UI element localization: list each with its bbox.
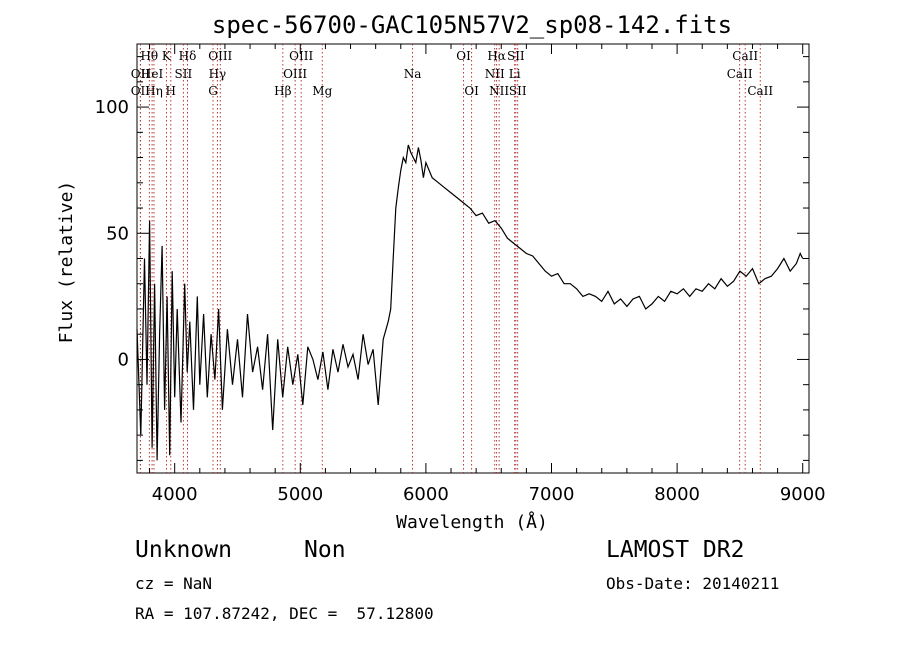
x-tick-label: 9000 <box>780 484 826 505</box>
y-axis-title: Flux (relative) <box>56 181 77 344</box>
spectral-line-label: OI <box>456 49 471 63</box>
spectral-line-label: OII <box>131 67 151 81</box>
x-tick-label: 4000 <box>152 484 198 505</box>
spectral-line-label: Na <box>404 67 422 81</box>
spectral-line-label: OIII <box>289 49 313 63</box>
spectral-line-label: H <box>166 84 176 98</box>
y-tick-label: 50 <box>106 223 129 244</box>
x-tick-label: 6000 <box>403 484 449 505</box>
spectral-line-label: NII <box>489 84 509 98</box>
y-tick-label: 0 <box>118 349 129 370</box>
spectral-line-label: CaII <box>747 84 773 98</box>
spectral-line-label: Hθ <box>140 49 158 63</box>
x-axis-title: Wavelength (Å) <box>396 511 548 533</box>
line-markers <box>139 44 761 473</box>
spectral-line-label: OI <box>464 84 479 98</box>
spectrum-line <box>136 144 804 461</box>
chart-title: spec-56700-GAC105N57V2_sp08-142.fits <box>212 11 732 39</box>
spectral-line-label: OII <box>131 84 151 98</box>
spectral-line-label: Hγ <box>209 67 227 81</box>
spectral-line-label: Hδ <box>179 49 197 63</box>
y-tick-label: 100 <box>95 97 129 118</box>
spectral-line-label: Li <box>509 67 521 81</box>
object-class: Unknown <box>135 537 232 563</box>
x-tick-label: 8000 <box>654 484 700 505</box>
object-subclass: Non <box>304 537 346 563</box>
plot-frame <box>136 43 810 474</box>
survey-name: LAMOST DR2 <box>606 537 745 563</box>
obs-date-text: Obs-Date: 20140211 <box>606 574 780 593</box>
spectral-line-label: NII <box>485 67 505 81</box>
spectral-line-label: K <box>162 49 172 63</box>
spectral-line-label: Hβ <box>274 84 291 98</box>
spectral-line-label: HeI <box>141 67 164 81</box>
spectral-line-label: SII <box>509 84 527 98</box>
spectral-line-label: SII <box>174 67 192 81</box>
spectral-line-label: SII <box>507 49 525 63</box>
redshift-text: cz = NaN <box>135 574 213 593</box>
spectral-line-label: Mg <box>312 84 332 98</box>
y-axis: 0 50 100 <box>95 56 809 461</box>
x-tick-label: 7000 <box>529 484 575 505</box>
x-tick-label: 5000 <box>277 484 323 505</box>
spectral-line-label: G <box>208 84 218 98</box>
spectral-line-label: Hη <box>145 84 163 98</box>
spectral-line-label: CaII <box>732 49 758 63</box>
x-axis: 4000 5000 6000 7000 8000 9000 <box>149 44 826 505</box>
spectral-line-label: OIII <box>283 67 307 81</box>
coordinates-text: RA = 107.87242, DEC = 57.12800 <box>135 604 434 623</box>
spectral-line-label: Hα <box>487 49 506 63</box>
spectral-line-label: OIII <box>208 49 232 63</box>
spectral-line-label: CaII <box>727 67 753 81</box>
